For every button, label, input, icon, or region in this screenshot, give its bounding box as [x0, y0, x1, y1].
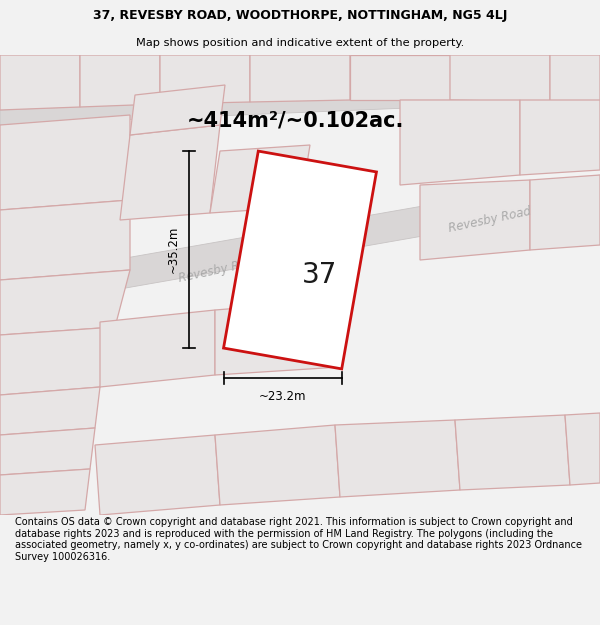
- Polygon shape: [0, 327, 115, 395]
- Polygon shape: [224, 151, 376, 369]
- Polygon shape: [0, 115, 130, 210]
- Text: Contains OS data © Crown copyright and database right 2021. This information is : Contains OS data © Crown copyright and d…: [15, 518, 582, 562]
- Polygon shape: [0, 200, 130, 280]
- Polygon shape: [80, 55, 160, 107]
- Polygon shape: [0, 85, 600, 125]
- Polygon shape: [215, 300, 340, 375]
- Polygon shape: [100, 310, 215, 387]
- Polygon shape: [530, 175, 600, 250]
- Text: Map shows position and indicative extent of the property.: Map shows position and indicative extent…: [136, 38, 464, 48]
- Text: Revesby Road: Revesby Road: [178, 255, 262, 285]
- Polygon shape: [0, 270, 130, 335]
- Polygon shape: [420, 180, 530, 260]
- Polygon shape: [0, 387, 100, 435]
- Polygon shape: [215, 425, 340, 505]
- Polygon shape: [550, 55, 600, 103]
- Polygon shape: [0, 469, 90, 515]
- Polygon shape: [250, 55, 350, 102]
- Text: ~414m²/~0.102ac.: ~414m²/~0.102ac.: [187, 110, 404, 130]
- Polygon shape: [0, 428, 95, 475]
- Polygon shape: [455, 415, 570, 490]
- Polygon shape: [0, 175, 600, 310]
- Polygon shape: [210, 145, 310, 213]
- Polygon shape: [130, 85, 225, 135]
- Polygon shape: [335, 420, 460, 497]
- Text: ~35.2m: ~35.2m: [167, 226, 180, 273]
- Text: 37: 37: [302, 261, 338, 289]
- Polygon shape: [0, 55, 80, 110]
- Polygon shape: [450, 55, 550, 102]
- Polygon shape: [95, 435, 220, 515]
- Polygon shape: [120, 125, 220, 220]
- Polygon shape: [400, 100, 520, 185]
- Polygon shape: [350, 55, 450, 100]
- Text: ~23.2m: ~23.2m: [259, 389, 307, 402]
- Polygon shape: [565, 413, 600, 485]
- Text: Revesby Road: Revesby Road: [448, 205, 532, 235]
- Polygon shape: [520, 100, 600, 175]
- Polygon shape: [160, 55, 250, 104]
- Text: 37, REVESBY ROAD, WOODTHORPE, NOTTINGHAM, NG5 4LJ: 37, REVESBY ROAD, WOODTHORPE, NOTTINGHAM…: [93, 9, 507, 22]
